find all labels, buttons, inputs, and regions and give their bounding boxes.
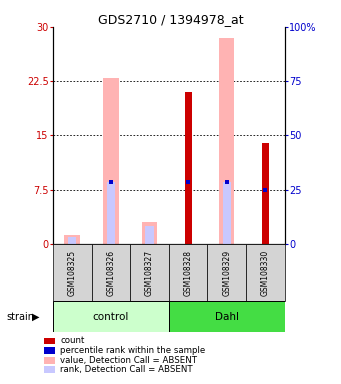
Text: GSM108325: GSM108325 xyxy=(68,250,77,296)
Text: control: control xyxy=(93,312,129,322)
Bar xyxy=(103,78,119,244)
Text: GSM108329: GSM108329 xyxy=(222,250,231,296)
Bar xyxy=(145,226,154,244)
FancyBboxPatch shape xyxy=(53,301,169,332)
FancyBboxPatch shape xyxy=(207,244,246,301)
FancyBboxPatch shape xyxy=(53,244,91,301)
FancyBboxPatch shape xyxy=(91,244,130,301)
Text: Dahl: Dahl xyxy=(215,312,239,322)
FancyBboxPatch shape xyxy=(169,244,207,301)
Text: ▶: ▶ xyxy=(32,312,40,322)
Bar xyxy=(142,222,157,244)
Text: GSM108326: GSM108326 xyxy=(106,250,115,296)
Bar xyxy=(64,235,80,244)
Text: GSM108327: GSM108327 xyxy=(145,250,154,296)
Bar xyxy=(219,38,235,244)
Text: rank, Detection Call = ABSENT: rank, Detection Call = ABSENT xyxy=(60,365,193,374)
Bar xyxy=(107,182,115,244)
Bar xyxy=(262,142,269,244)
Text: count: count xyxy=(60,336,85,346)
Text: GSM108330: GSM108330 xyxy=(261,250,270,296)
Text: GSM108328: GSM108328 xyxy=(183,250,193,296)
FancyBboxPatch shape xyxy=(246,244,285,301)
Text: GDS2710 / 1394978_at: GDS2710 / 1394978_at xyxy=(98,13,243,26)
FancyBboxPatch shape xyxy=(130,244,169,301)
Text: percentile rank within the sample: percentile rank within the sample xyxy=(60,346,206,355)
Text: strain: strain xyxy=(7,312,35,322)
Bar xyxy=(223,182,231,244)
Bar xyxy=(184,92,192,244)
FancyBboxPatch shape xyxy=(169,301,285,332)
Text: value, Detection Call = ABSENT: value, Detection Call = ABSENT xyxy=(60,356,197,365)
Bar xyxy=(68,237,76,244)
